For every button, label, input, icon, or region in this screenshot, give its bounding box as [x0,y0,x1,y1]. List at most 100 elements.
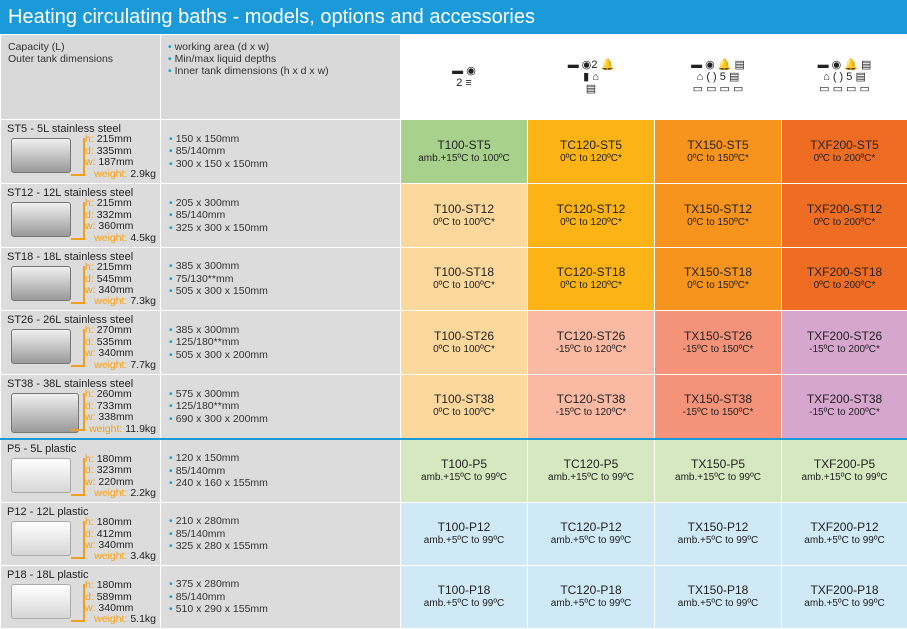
model-cell[interactable]: TX150-ST12 0ºC to 150ºC* [655,184,782,248]
liquid-depths: 125/180**mm [169,400,400,413]
model-code: TX150-P18 [655,583,781,597]
model-cell[interactable]: T100-ST5 amb.+15ºC to 100ºC [401,120,528,184]
temperature-range: -15ºC to 200ºC* [782,343,907,357]
weight: weight: 2.2kg [94,487,156,499]
working-area: 385 x 300mm [169,324,400,337]
model-cell[interactable]: TX150-P12 amb.+5ºC to 99ºC [655,503,782,566]
temperature-range: amb.+5ºC to 99ºC [655,534,781,548]
inner-dimensions: 325 x 300 x 150mm [169,222,400,235]
model-cell[interactable]: TX150-P18 amb.+5ºC to 99ºC [655,566,782,629]
liquid-depths: 85/140mm [169,591,400,604]
model-code: TX150-ST26 [655,329,781,343]
model-cell[interactable]: TXF200-P5 amb.+15ºC to 99ºC [782,439,907,503]
model-code: TC120-ST12 [528,202,654,216]
model-cell[interactable]: T100-ST26 0ºC to 100ºC* [401,311,528,375]
model-cell[interactable]: TXF200-ST12 0ºC to 200ºC* [782,184,907,248]
option-icons-row: ▭ ▭ ▭ ▭ [655,83,781,95]
model-cell[interactable]: TXF200-ST18 0ºC to 200ºC* [782,248,907,311]
temperature-range: 0ºC to 120ºC* [528,152,654,166]
weight: weight: 4.5kg [94,232,156,244]
liquid-depths: 85/140mm [169,145,400,158]
working-area: 210 x 280mm [169,515,400,528]
dimension-bracket [71,202,85,240]
model-code: TX150-ST38 [655,392,781,406]
model-cell[interactable]: T100-ST38 0ºC to 100ºC* [401,375,528,439]
capacity-cell: P12 - 12L plastic h: 180mm d: 412mm w: 3… [1,503,161,566]
specs-cell: 375 x 280mm 85/140mm 510 x 290 x 155mm [161,566,401,629]
table-row: ST18 - 18L stainless steel h: 215mm d: 5… [1,248,907,311]
liquid-depths: 85/140mm [169,528,400,541]
model-cell[interactable]: T100-ST18 0ºC to 100ºC* [401,248,528,311]
model-code: TC120-P12 [528,520,654,534]
model-cell[interactable]: TX150-ST5 0ºC to 150ºC* [655,120,782,184]
option-icons-row: ▬ ◉ 🔔 ▤ [655,59,781,71]
temperature-range: -15ºC to 120ºC* [528,406,654,420]
model-cell[interactable]: TX150-P5 amb.+15ºC to 99ºC [655,439,782,503]
outer-dims-label: Outer tank dimensions [8,53,156,65]
inner-dimensions: 505 x 300 x 200mm [169,349,400,362]
model-size-title: P12 - 12L plastic [7,506,89,518]
liquid-depths: 75/130**mm [169,273,400,286]
model-code: T100-ST26 [401,329,527,343]
model-code: T100-P12 [401,520,527,534]
model-cell[interactable]: TXF200-ST26 -15ºC to 200ºC* [782,311,907,375]
t100-options-icons: ▬ ◉ 2 ≡ [401,35,528,120]
model-cell[interactable]: TXF200-P18 amb.+5ºC to 99ºC [782,566,907,629]
model-cell[interactable]: TX150-ST18 0ºC to 150ºC* [655,248,782,311]
liquid-depths: 85/140mm [169,209,400,222]
model-cell[interactable]: TXF200-ST5 0ºC to 200ºC* [782,120,907,184]
specs-cell: 205 x 300mm 85/140mm 325 x 300 x 150mm [161,184,401,248]
liquid-depths: 125/180**mm [169,336,400,349]
inner-dimensions: 505 x 300 x 150mm [169,285,400,298]
model-cell[interactable]: TC120-ST18 0ºC to 120ºC* [528,248,655,311]
model-cell[interactable]: TC120-ST38 -15ºC to 120ºC* [528,375,655,439]
model-cell[interactable]: T100-P12 amb.+5ºC to 99ºC [401,503,528,566]
model-cell[interactable]: TC120-ST26 -15ºC to 120ºC* [528,311,655,375]
working-area: 205 x 300mm [169,197,400,210]
capacity-cell: ST38 - 38L stainless steel h: 260mm d: 7… [1,375,161,439]
model-code: TC120-ST38 [528,392,654,406]
dimension-bracket [71,266,85,304]
temperature-range: amb.+15ºC to 99ºC [655,471,781,485]
model-cell[interactable]: TXF200-P12 amb.+5ºC to 99ºC [782,503,907,566]
bath-image [11,266,71,301]
specs-cell: 385 x 300mm 125/180**mm 505 x 300 x 200m… [161,311,401,375]
model-code: TX150-P12 [655,520,781,534]
capacity-cell: P18 - 18L plastic h: 180mm d: 589mm w: 3… [1,566,161,629]
temperature-range: 0ºC to 100ºC* [401,343,527,357]
model-code: TC120-ST18 [528,265,654,279]
temperature-range: 0ºC to 200ºC* [782,279,907,293]
model-code: TC120-ST26 [528,329,654,343]
bath-image [11,329,71,364]
temperature-range: amb.+15ºC to 99ºC [401,471,527,485]
capacity-cell: ST26 - 26L stainless steel h: 270mm d: 5… [1,311,161,375]
model-cell[interactable]: T100-ST12 0ºC to 100ºC* [401,184,528,248]
working-area: 575 x 300mm [169,388,400,401]
temperature-range: amb.+5ºC to 99ºC [401,597,527,611]
spec-header-3: • Inner tank dimensions (h x d x w) [168,65,396,77]
model-cell[interactable]: TC120-ST12 0ºC to 120ºC* [528,184,655,248]
option-icons-row: ▤ [528,83,654,95]
model-code: TXF200-P12 [782,520,907,534]
model-code: T100-ST38 [401,392,527,406]
model-cell[interactable]: TX150-ST38 -15ºC to 150ºC* [655,375,782,439]
weight: weight: 7.3kg [94,295,156,307]
capacity-cell: ST5 - 5L stainless steel h: 215mm d: 335… [1,120,161,184]
outer-dimensions: h: 215mm d: 545mm w: 340mm [85,262,133,297]
model-cell[interactable]: TX150-ST26 -15ºC to 150ºC* [655,311,782,375]
model-cell[interactable]: TC120-P12 amb.+5ºC to 99ºC [528,503,655,566]
spec-header-2: • Min/max liquid depths [168,53,396,65]
model-cell[interactable]: TXF200-ST38 -15ºC to 200ºC* [782,375,907,439]
model-cell[interactable]: TC120-P18 amb.+5ºC to 99ºC [528,566,655,629]
temperature-range: 0ºC to 150ºC* [655,279,781,293]
model-cell[interactable]: TC120-ST5 0ºC to 120ºC* [528,120,655,184]
model-cell[interactable]: T100-P5 amb.+15ºC to 99ºC [401,439,528,503]
table-row: P12 - 12L plastic h: 180mm d: 412mm w: 3… [1,503,907,566]
option-icons-row: ▬ ◉ [401,65,527,77]
models-table: Capacity (L) Outer tank dimensions • wor… [0,34,907,629]
model-cell[interactable]: T100-P18 amb.+5ºC to 99ºC [401,566,528,629]
model-cell[interactable]: TC120-P5 amb.+15ºC to 99ºC [528,439,655,503]
inner-dimensions: 240 x 160 x 155mm [169,477,400,490]
model-code: TXF200-ST5 [782,138,907,152]
temperature-range: amb.+5ºC to 99ºC [528,597,654,611]
